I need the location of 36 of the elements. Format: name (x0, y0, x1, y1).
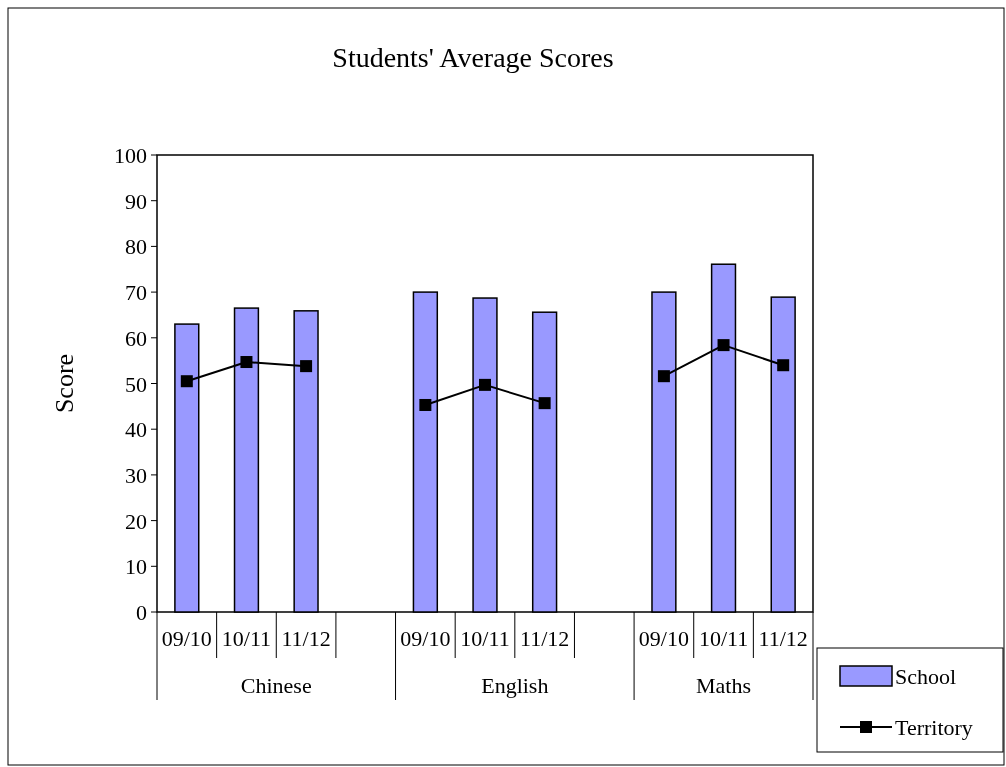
legend-label: School (895, 664, 957, 689)
point (240, 356, 253, 369)
y-tick-label: 30 (125, 462, 147, 488)
y-tick-label: 20 (125, 508, 147, 534)
y-tick-label: 100 (114, 143, 147, 168)
legend-label: Territory (895, 715, 973, 740)
chart-title: Students' Average Scores (332, 42, 614, 73)
point (777, 359, 790, 372)
y-tick-label: 60 (125, 325, 147, 351)
point (419, 398, 432, 411)
x-tick-label: 11/12 (281, 626, 331, 651)
y-tick-label: 50 (125, 371, 147, 397)
point (717, 339, 730, 352)
y-tick-label: 90 (125, 188, 147, 214)
y-tick-label: 70 (125, 280, 147, 306)
y-tick-label: 40 (125, 417, 147, 443)
y-tick-label: 0 (136, 600, 147, 625)
point (180, 375, 193, 388)
x-tick-label: 10/11 (460, 626, 510, 651)
x-tick-label: 10/11 (221, 626, 272, 651)
text: English (481, 673, 549, 698)
x-tick-label: 09/10 (400, 626, 451, 651)
text: Maths (696, 673, 752, 698)
x-tick-label: 11/12 (758, 626, 808, 651)
point (657, 370, 670, 383)
point (538, 397, 551, 410)
text: Chinese (240, 673, 312, 698)
x-tick-label: 10/11 (698, 626, 749, 651)
y-tick-label: 10 (125, 554, 147, 580)
point (479, 378, 491, 391)
x-tick-label: 09/10 (638, 626, 689, 651)
point (300, 360, 313, 373)
y-tick-label: 80 (125, 234, 147, 260)
x-tick-label: 11/12 (519, 626, 570, 651)
y-axis-title: Score (50, 353, 79, 414)
x-tick-label: 09/10 (161, 626, 212, 651)
